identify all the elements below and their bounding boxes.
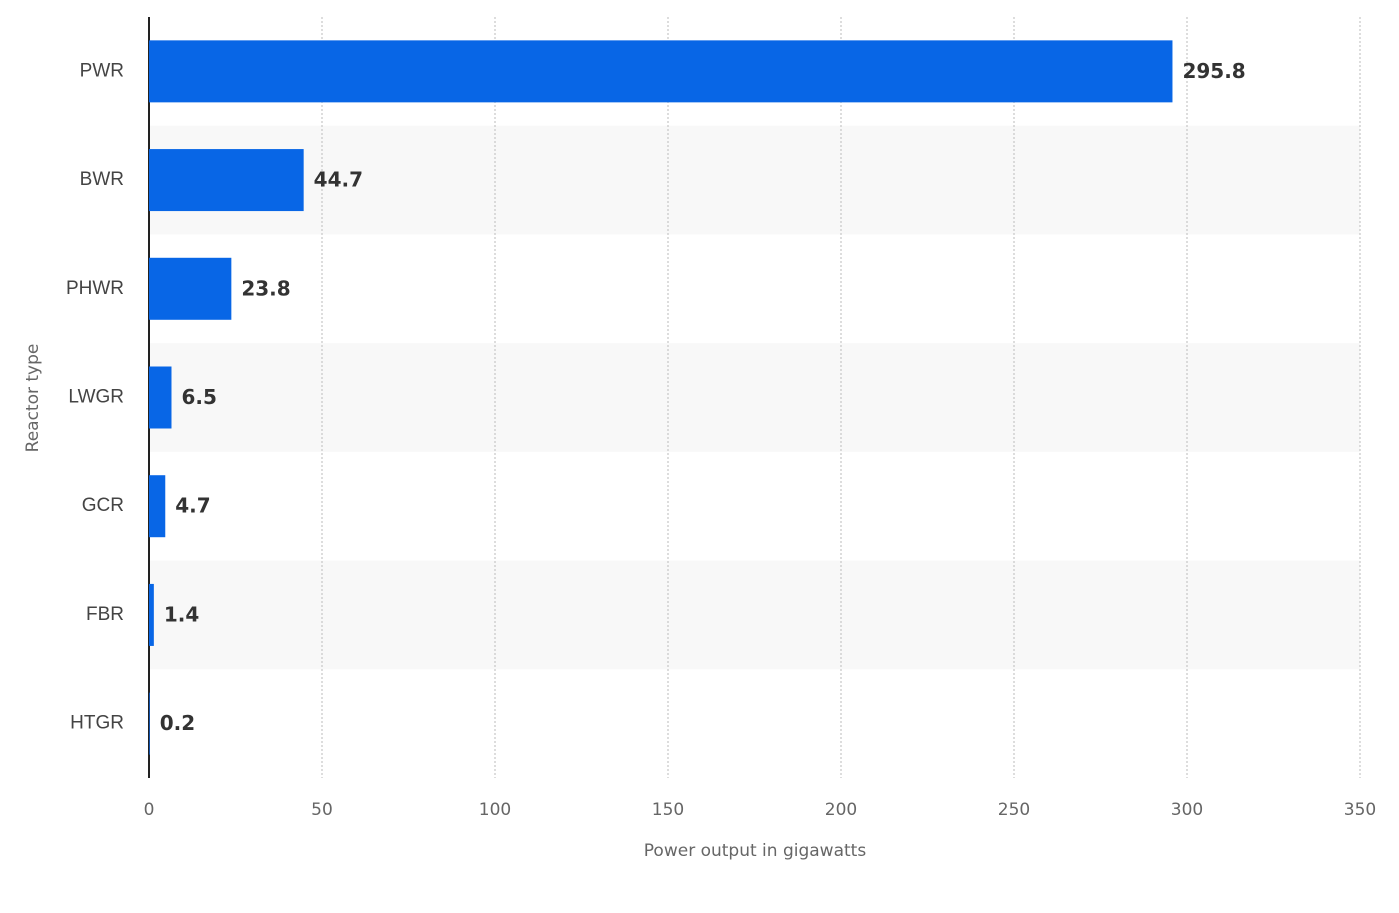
value-label: 6.5: [181, 385, 216, 409]
y-tick-label: PWR: [80, 60, 124, 81]
bar: [149, 40, 1173, 103]
y-tick-label: FBR: [86, 604, 124, 625]
value-label: 0.2: [160, 711, 195, 735]
bar: [149, 149, 304, 212]
y-tick-label: LWGR: [68, 387, 124, 408]
y-axis-title: Reactor type: [23, 344, 43, 453]
x-tick-label: 250: [998, 800, 1030, 820]
row-band: [149, 125, 1360, 235]
x-axis-title: Power output in gigawatts: [644, 841, 867, 861]
x-tick-label: 50: [311, 800, 333, 820]
row-band: [149, 560, 1360, 670]
bar: [149, 257, 232, 320]
y-tick-label: GCR: [82, 495, 124, 516]
value-label: 295.8: [1182, 59, 1245, 83]
x-tick-label: 150: [652, 800, 684, 820]
y-tick-label: BWR: [80, 169, 124, 190]
bar: [149, 583, 154, 646]
x-tick-label: 0: [144, 800, 155, 820]
row-band: [149, 343, 1360, 452]
x-tick-label: 350: [1344, 800, 1376, 820]
value-label: 4.7: [175, 494, 210, 518]
row-bands: [149, 125, 1360, 670]
value-label: 1.4: [164, 602, 199, 626]
bar: [149, 366, 172, 429]
x-tick-label: 100: [479, 800, 511, 820]
x-tick-label: 300: [1171, 800, 1203, 820]
y-tick-label: HTGR: [70, 713, 124, 734]
value-label: 23.8: [241, 276, 290, 300]
value-label: 44.7: [314, 168, 363, 192]
y-tick-label: PHWR: [66, 278, 124, 299]
bar: [149, 475, 166, 538]
bar: [149, 692, 150, 755]
x-tick-label: 200: [825, 800, 857, 820]
